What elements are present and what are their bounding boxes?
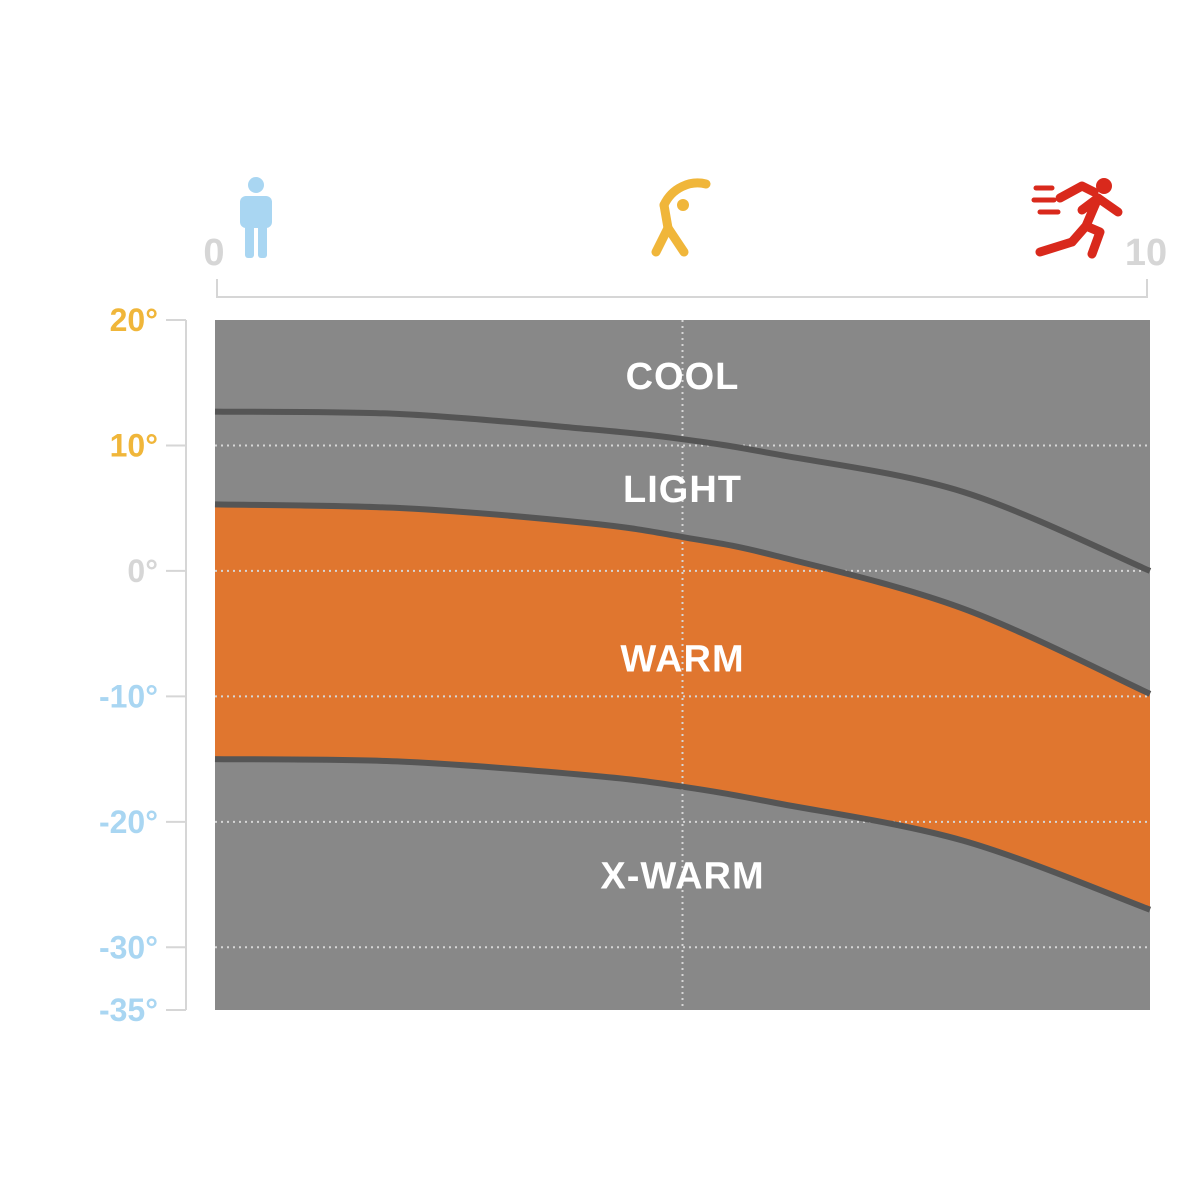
y-tick-label: -35° (99, 992, 158, 1028)
boundary-light-warm (214, 501, 1152, 697)
running-person-icon (1031, 178, 1123, 259)
boundary-cool-light (214, 408, 1152, 574)
y-tick-label: -30° (99, 929, 158, 965)
band-label-light: LIGHT (623, 469, 742, 511)
band-label-cool: COOL (626, 356, 740, 398)
y-tick-label: 0° (127, 553, 158, 589)
y-tick-label: 10° (110, 427, 158, 463)
plot-area: COOL LIGHT WARM X-WARM (214, 320, 1152, 1010)
x-axis-bracket (216, 279, 1148, 298)
y-tick-label: -10° (99, 678, 158, 714)
boundary-warm-xwarm (214, 756, 1152, 913)
x-axis-start-label: 0 (203, 232, 224, 274)
y-axis-ticks: 20° 10° 0° -10° -20° -30° -35° (99, 302, 186, 1028)
x-axis-end-label: 10 (1125, 232, 1167, 274)
band-label-x-warm: X-WARM (600, 855, 764, 897)
band-warm-area (215, 504, 1150, 910)
y-tick-label: 20° (110, 302, 158, 338)
band-label-warm: WARM (620, 638, 744, 680)
standing-person-icon (240, 177, 272, 258)
band-boundaries (214, 408, 1152, 913)
band-labels: COOL LIGHT WARM X-WARM (600, 356, 764, 897)
y-tick-label: -20° (99, 804, 158, 840)
stretching-person-icon (651, 178, 711, 257)
gridlines (215, 320, 1150, 1010)
